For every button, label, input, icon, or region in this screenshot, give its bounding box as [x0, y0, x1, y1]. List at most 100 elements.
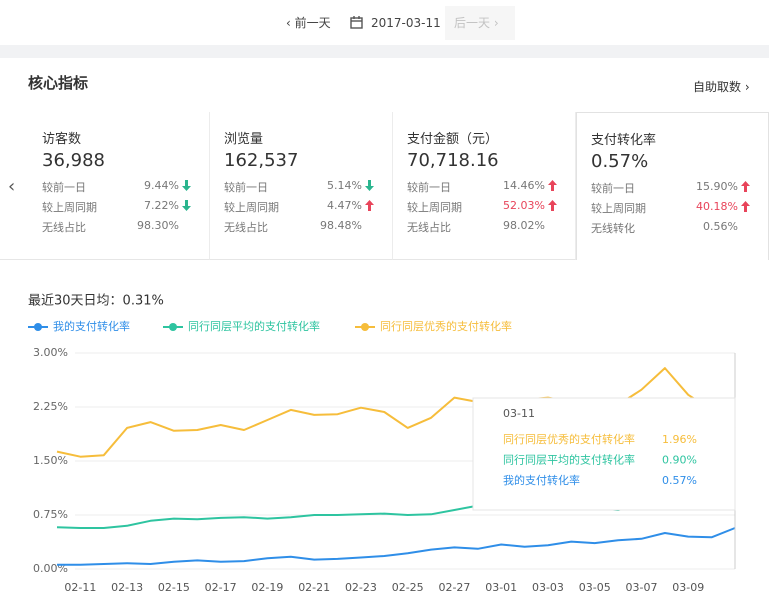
- x-tick-label: 02-25: [392, 581, 424, 594]
- y-tick-label: 3.00%: [33, 346, 68, 359]
- metric-value: 70,718.16: [407, 150, 499, 171]
- row-value: 0.56%: [703, 220, 738, 233]
- row-value: 40.18%: [696, 200, 738, 213]
- tooltip-name: 我的支付转化率: [503, 473, 580, 487]
- x-tick-label: 03-05: [579, 581, 611, 594]
- row-label: 无线占比: [407, 221, 451, 234]
- row-value: 7.22%: [144, 199, 179, 212]
- x-tick-label: 02-15: [158, 581, 190, 594]
- row-label: 无线转化: [591, 222, 635, 235]
- top-bar: [0, 0, 769, 45]
- metric-card[interactable]: 浏览量 162,537 较前一日 5.14% 较上周同期 4.47% 无线占比 98.48%: [210, 112, 393, 260]
- legend-label[interactable]: 同行同层平均的支付转化率: [188, 319, 320, 333]
- chart-subtitle: 最近30天日均：0.31%: [28, 294, 164, 309]
- trend-arrow-shape: [365, 180, 374, 191]
- x-tick-label: 02-17: [205, 581, 237, 594]
- x-tick-label: 02-21: [298, 581, 330, 594]
- metric-name: 支付转化率: [591, 133, 657, 148]
- metric-value: 36,988: [42, 150, 105, 171]
- tooltip-value: 1.96%: [662, 433, 697, 446]
- row-label: 无线占比: [42, 221, 86, 234]
- x-tick-label: 02-23: [345, 581, 377, 594]
- legend-label[interactable]: 同行同层优秀的支付转化率: [380, 319, 512, 333]
- x-tick-label: 03-01: [485, 581, 517, 594]
- metric-card[interactable]: 支付金额（元） 70,718.16 较前一日 14.46% 较上周同期 52.03% 无线占…: [393, 112, 576, 260]
- chart: 最近30天日均：0.31% 0.00%0.75%1.50%2.25%3.00%0…: [28, 294, 736, 594]
- metric-name: 访客数: [42, 132, 82, 147]
- section-title: 核心指标: [28, 74, 89, 92]
- trend-arrow: [741, 181, 750, 192]
- row-value: 98.30%: [137, 219, 179, 232]
- tooltip-box: [472, 397, 736, 511]
- prev-day[interactable]: ‹ 前一天: [286, 16, 331, 30]
- trend-arrow-shape: [548, 180, 557, 191]
- x-tick-label: 02-27: [438, 581, 470, 594]
- trend-arrow-shape: [548, 200, 557, 211]
- trend-arrow: [548, 200, 557, 211]
- y-tick-label: 1.50%: [33, 454, 68, 467]
- row-label: 较上周同期: [407, 201, 462, 214]
- x-tick-label: 03-03: [532, 581, 564, 594]
- x-tick-label: 02-19: [251, 581, 283, 594]
- x-tick-label: 03-09: [672, 581, 704, 594]
- series-line: [57, 527, 736, 566]
- row-value: 4.47%: [327, 199, 362, 212]
- legend-marker: [361, 323, 369, 331]
- tooltip-date: 03-11: [503, 407, 535, 420]
- next-day-label[interactable]: 后一天: [454, 16, 491, 30]
- row-label: 较上周同期: [224, 201, 279, 214]
- row-value: 15.90%: [696, 180, 738, 193]
- metric-name: 支付金额（元）: [407, 132, 499, 147]
- trend-arrow: [182, 200, 191, 211]
- metric-card[interactable]: 访客数 36,988 较前一日 9.44% 较上周同期 7.22% 无线占比 98.30%: [28, 112, 210, 260]
- legend-marker: [34, 323, 42, 331]
- trend-arrow-shape: [182, 180, 191, 191]
- row-label: 较前一日: [407, 181, 451, 194]
- metric-value: 162,537: [224, 150, 299, 171]
- card-prev-arrow[interactable]: ‹: [8, 176, 16, 197]
- tooltip-value: 0.57%: [662, 474, 697, 487]
- next-day-box: [445, 6, 515, 40]
- legend-marker: [169, 323, 177, 331]
- y-tick-label: 0.75%: [33, 508, 68, 521]
- row-label: 无线占比: [224, 221, 268, 234]
- separator-band: [0, 45, 769, 58]
- row-label: 较上周同期: [591, 202, 646, 215]
- trend-arrow-shape: [365, 200, 374, 211]
- trend-arrow-shape: [741, 181, 750, 192]
- x-tick-label: 03-07: [625, 581, 657, 594]
- row-value: 98.48%: [320, 219, 362, 232]
- metric-name: 浏览量: [224, 132, 264, 147]
- row-value: 14.46%: [503, 179, 545, 192]
- link-label[interactable]: 自助取数: [693, 80, 742, 94]
- trend-arrow-shape: [182, 200, 191, 211]
- y-tick-label: 2.25%: [33, 400, 68, 413]
- trend-arrow: [741, 201, 750, 212]
- row-label: 较前一日: [591, 182, 635, 195]
- trend-arrow-shape: [741, 201, 750, 212]
- trend-arrow: [182, 180, 191, 191]
- row-label: 较前一日: [42, 181, 86, 194]
- self-service-link[interactable]: 自助取数 ›: [693, 80, 750, 94]
- calendar-icon[interactable]: [350, 16, 363, 29]
- tooltip-name: 同行同层优秀的支付转化率: [503, 432, 635, 446]
- row-label: 较上周同期: [42, 201, 97, 214]
- legend-label[interactable]: 我的支付转化率: [53, 319, 130, 333]
- trend-arrow: [365, 180, 374, 191]
- metric-card[interactable]: 支付转化率 0.57% 较前一日 15.90% 较上周同期 40.18% 无线转化 0.56%: [576, 112, 769, 260]
- prev-day-label[interactable]: 前一天: [294, 16, 331, 30]
- row-value: 9.44%: [144, 179, 179, 192]
- metric-value: 0.57%: [591, 151, 649, 172]
- row-value: 5.14%: [327, 179, 362, 192]
- tooltip-value: 0.90%: [662, 454, 697, 467]
- trend-arrow: [548, 180, 557, 191]
- row-value: 52.03%: [503, 199, 545, 212]
- x-tick-label: 02-13: [111, 581, 143, 594]
- trend-arrow: [365, 200, 374, 211]
- current-date[interactable]: 2017-03-11: [371, 16, 441, 30]
- row-value: 98.02%: [503, 219, 545, 232]
- next-day[interactable]: 后一天 ›: [454, 16, 499, 30]
- card-prev-area: [0, 112, 28, 260]
- row-label: 较前一日: [224, 181, 268, 194]
